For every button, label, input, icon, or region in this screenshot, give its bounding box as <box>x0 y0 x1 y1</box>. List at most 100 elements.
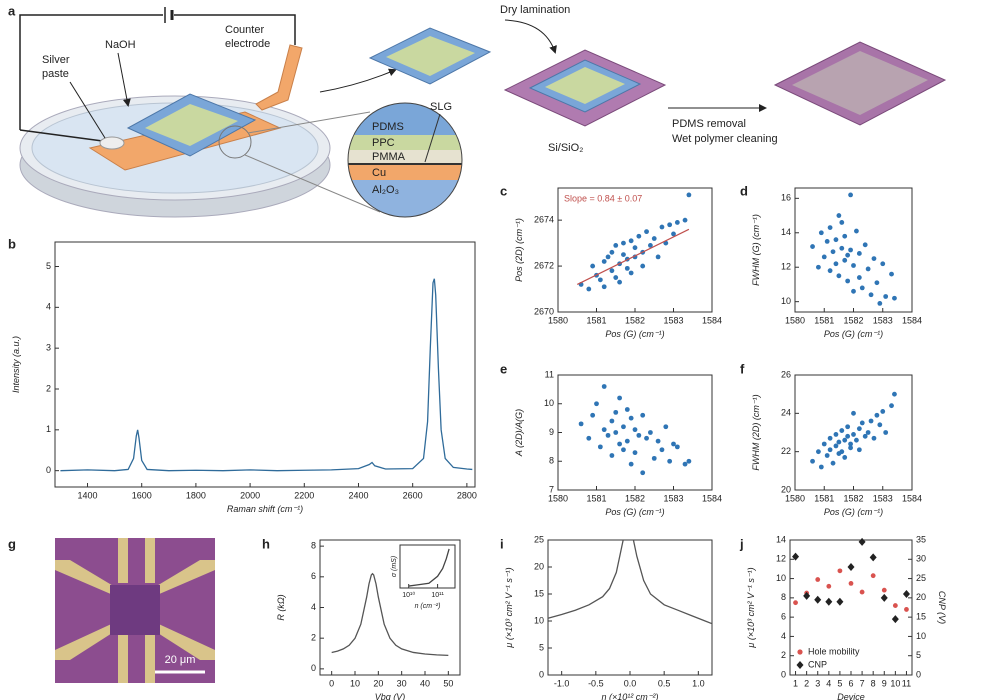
point <box>793 600 798 606</box>
point <box>826 583 832 589</box>
point <box>659 224 665 230</box>
x-tick-label: 2000 <box>240 490 260 500</box>
point <box>613 243 619 248</box>
point <box>830 460 836 466</box>
layer <box>348 135 462 150</box>
counter-electrode <box>255 44 303 111</box>
point <box>821 441 827 447</box>
layer <box>348 180 462 217</box>
y-tick-label: 2 <box>311 633 316 643</box>
point <box>877 300 883 306</box>
y-tick-label: 26 <box>781 369 791 379</box>
label: PDMS removal <box>672 118 746 130</box>
point <box>636 432 642 438</box>
x-tick-label: 2 <box>804 678 809 688</box>
y-tick-label: 15 <box>534 588 544 598</box>
y2-axis-label: CNP (V) <box>937 591 947 624</box>
point <box>880 261 886 267</box>
data-line <box>547 539 624 619</box>
y-tick-label: 2672 <box>534 260 554 270</box>
y-tick-label: 3 <box>46 343 51 353</box>
x-tick-label: 1583 <box>663 493 683 503</box>
y-tick-label: 4 <box>46 302 51 312</box>
x-tick-label: 1600 <box>132 490 152 500</box>
y-tick-label: 2670 <box>534 306 554 316</box>
data-line <box>331 572 449 657</box>
point <box>868 418 874 424</box>
y-tick-label: 0 <box>781 669 786 679</box>
x-axis-label: Pos (G) (cm⁻¹) <box>605 329 664 339</box>
x-axis-label: Pos (G) (cm⁻¹) <box>605 507 664 517</box>
y-axis-label: μ (×10³ cm² V⁻¹ s⁻¹) <box>746 567 756 648</box>
point <box>833 261 839 267</box>
y-tick-label: 16 <box>781 193 791 203</box>
zoom-line <box>244 154 381 213</box>
plot-frame <box>547 539 713 676</box>
panel-label: j <box>739 536 744 551</box>
x-tick-label: 3 <box>815 678 820 688</box>
point <box>655 438 661 444</box>
panel-label: c <box>500 183 507 198</box>
x-tick-label: 1582 <box>625 493 645 503</box>
point <box>682 461 688 467</box>
point <box>667 458 673 464</box>
point <box>854 228 859 234</box>
y-tick-label: 5 <box>46 261 51 271</box>
point <box>842 257 848 263</box>
x-tick-label: 1 <box>793 678 798 688</box>
x-axis-label: n (cm⁻²) <box>415 603 441 610</box>
pointer <box>69 81 106 139</box>
stack-film <box>386 36 475 76</box>
point <box>586 286 592 292</box>
point <box>842 437 848 443</box>
point <box>590 412 596 418</box>
point <box>803 591 811 600</box>
point <box>839 220 845 225</box>
point <box>605 432 611 438</box>
y-tick-label: 8 <box>311 541 316 551</box>
y-tick-label: 5 <box>539 642 544 652</box>
point <box>825 597 833 606</box>
x-tick-label: 1584 <box>702 493 722 503</box>
point <box>883 294 889 299</box>
label: paste <box>42 68 69 80</box>
electrode <box>145 635 155 683</box>
stack-film <box>145 104 238 146</box>
point <box>859 589 865 595</box>
x-axis-label: Pos (G) (cm⁻¹) <box>824 329 883 339</box>
point <box>902 590 910 598</box>
zoom-circle <box>347 102 463 218</box>
electrode <box>55 560 120 598</box>
point <box>856 447 862 453</box>
panel-label: d <box>740 183 748 198</box>
wire <box>19 14 163 130</box>
x-tick-label: 1583 <box>873 315 893 325</box>
point <box>862 242 868 248</box>
point <box>827 268 833 274</box>
point <box>628 238 634 244</box>
pointer <box>117 52 131 107</box>
point <box>792 552 800 561</box>
label: Wet polymer cleaning <box>672 133 778 145</box>
point <box>613 409 619 415</box>
schematic: a NaOH Silver paste Counter <box>8 3 947 218</box>
point <box>889 271 894 277</box>
point <box>856 275 862 280</box>
x-axis-label: Pos (G) (cm⁻¹) <box>824 507 883 517</box>
electrode <box>55 620 120 660</box>
point <box>671 231 676 237</box>
x-tick-label: 2800 <box>457 490 477 500</box>
point <box>827 225 833 231</box>
x-tick-label: 4 <box>826 678 831 688</box>
point <box>868 292 874 298</box>
arrow <box>504 19 557 54</box>
point <box>617 395 622 401</box>
y-axis-label: FWHM (2D) (cm⁻¹) <box>751 394 761 470</box>
x-tick-label: 20 <box>373 678 383 688</box>
label: PPC <box>372 137 395 149</box>
point <box>889 403 894 409</box>
legend-marker <box>796 661 804 669</box>
point <box>824 238 830 244</box>
point <box>644 229 649 235</box>
